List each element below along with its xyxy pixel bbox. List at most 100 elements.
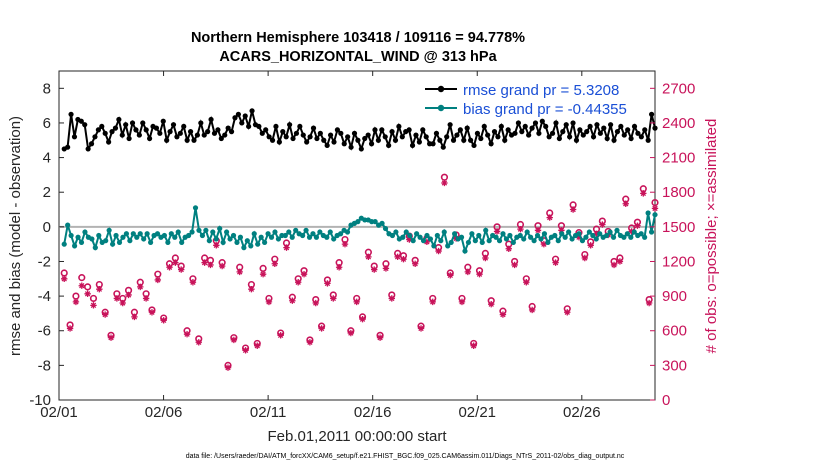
rmse-point [205, 129, 211, 135]
bias-point [427, 236, 434, 242]
assimilated-obs-marker [476, 270, 483, 278]
bias-point [590, 232, 596, 239]
bias-point [179, 239, 185, 246]
assimilated-obs-marker [300, 270, 308, 278]
y-right-tick-label: 0 [662, 392, 670, 409]
assimilated-obs-marker [318, 325, 325, 332]
rmse-point [78, 118, 84, 124]
rmse-point [68, 111, 74, 117]
rmse-point [283, 134, 289, 140]
assimilated-obs-marker [558, 227, 565, 234]
rmse-point [584, 129, 590, 135]
legend-bias-label: bias grand pr = -0.44355 [463, 101, 627, 118]
rmse-point [386, 142, 392, 149]
bias-point [282, 232, 288, 239]
legend-rmse-marker [437, 85, 445, 93]
rmse-point [327, 132, 334, 138]
rmse-point [362, 135, 368, 142]
bias-point [420, 238, 427, 244]
rmse-point [317, 130, 323, 136]
y-right-tick-label: 600 [662, 323, 687, 340]
assimilated-obs-marker [417, 325, 425, 332]
possible-obs-marker [78, 274, 86, 282]
rmse-point [601, 125, 607, 131]
bias-point [645, 210, 651, 216]
assimilated-obs-marker [125, 291, 132, 299]
rmse-point [256, 123, 262, 130]
bias-point [403, 229, 409, 235]
rmse-point [464, 125, 470, 131]
y-axis-left-ticks: 8 6 4 2 0 -2 -4 -6 -8 -10 [29, 80, 64, 409]
rmse-point [187, 129, 194, 135]
y-right-tick-label: 2100 [662, 150, 695, 167]
bias-point [310, 231, 316, 237]
rmse-point [228, 129, 235, 135]
rmse-point [556, 135, 562, 142]
bias-point [147, 239, 154, 246]
assimilated-obs-marker [230, 336, 238, 344]
bias-point [116, 239, 123, 246]
bias-point [141, 236, 147, 242]
assimilated-obs-marker [517, 225, 524, 233]
assimilated-obs-marker [61, 275, 68, 282]
assimilated-obs-marker [523, 279, 530, 286]
bias-point [531, 238, 537, 244]
rmse-point [406, 127, 412, 133]
rmse-point [167, 129, 173, 135]
rmse-point [515, 120, 522, 126]
bias-point [566, 229, 572, 235]
bias-point [496, 238, 503, 244]
bias-point [534, 232, 541, 239]
bias-point [445, 243, 451, 249]
y-right-tick-label: 900 [662, 288, 687, 305]
possible-obs-marker [89, 294, 98, 303]
bias-point [559, 231, 565, 237]
rmse-point [594, 122, 600, 128]
rmse-point [611, 137, 617, 143]
x-tick-label: 02/16 [354, 404, 392, 421]
y-tick-label: 0 [43, 219, 51, 236]
assimilated-obs-marker [294, 279, 302, 286]
rmse-point [546, 134, 552, 140]
y-tick-label: 8 [43, 80, 51, 97]
bias-point [441, 229, 447, 235]
rmse-point [300, 132, 306, 138]
data-file-footnote: data file: /Users/raeder/DAI/ATM_forcXX/… [186, 453, 625, 460]
bias-point [434, 232, 440, 239]
rmse-point [263, 127, 269, 133]
rmse-point [351, 130, 358, 136]
bias-point [317, 229, 323, 235]
assimilated-obs-marker [634, 222, 641, 229]
rmse-point [95, 127, 101, 133]
bias-point [92, 245, 98, 251]
y-tick-label: 4 [43, 150, 51, 167]
bias-point [82, 229, 88, 235]
rmse-point [502, 137, 508, 143]
rmse-point [481, 123, 487, 130]
rmse-point [396, 123, 402, 130]
rmse-point [314, 135, 320, 142]
rmse-point [471, 142, 477, 149]
assimilated-obs-marker [493, 228, 501, 235]
bias-point [583, 234, 589, 240]
y-right-tick-label: 300 [662, 357, 687, 374]
bias-point [576, 231, 582, 237]
rmse-point [184, 137, 190, 143]
rmse-point [539, 118, 545, 124]
y-tick-label: -8 [38, 357, 51, 374]
bias-point [597, 231, 603, 237]
bias-point [134, 234, 140, 240]
rmse-point [276, 139, 282, 145]
bias-point [113, 232, 119, 239]
bias-point [338, 231, 344, 237]
bias-point [569, 236, 575, 242]
rmse-point [293, 130, 300, 136]
rmse-point [218, 135, 224, 142]
rmse-point [143, 127, 149, 133]
bias-point [541, 231, 548, 237]
bias-point [344, 229, 351, 235]
assimilated-obs-marker [148, 309, 156, 316]
rmse-point [495, 134, 501, 140]
bias-point [206, 238, 212, 244]
assimilated-obs-marker [359, 315, 366, 323]
